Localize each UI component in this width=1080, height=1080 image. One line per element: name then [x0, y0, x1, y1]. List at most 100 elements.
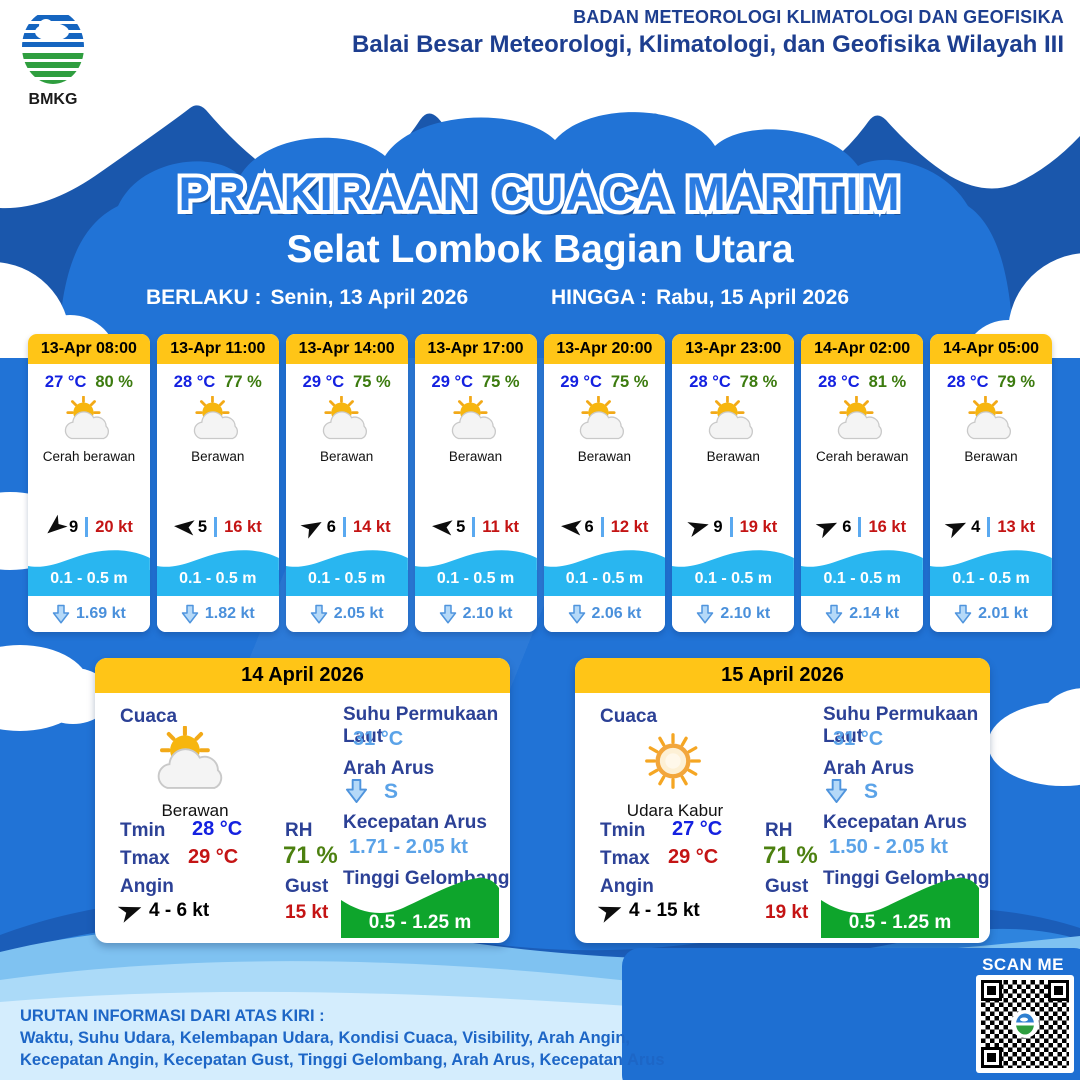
daily-weather-description: Udara Kabur	[626, 801, 724, 820]
weather-description: Berawan	[191, 449, 245, 464]
forecast-time: 13-Apr 11:00	[156, 334, 279, 364]
visibility-value: 5	[197, 517, 208, 536]
wave-height: 0.1 - 0.5 m	[930, 570, 1052, 596]
weather-description: Berawan	[706, 449, 760, 464]
current-row: 2.10 kt	[414, 596, 537, 632]
wind-direction-icon	[687, 515, 711, 539]
current-speed: 2.10 kt	[462, 605, 513, 622]
daily-weather-icon	[627, 726, 719, 796]
current-row: 1.69 kt	[28, 596, 150, 632]
current-direction-row: S	[345, 778, 398, 805]
wave-curve-decoration	[672, 550, 795, 570]
wind-speed: 19 kt	[739, 517, 778, 536]
forecast-time: 13-Apr 08:00	[28, 334, 150, 364]
separator-bar	[342, 517, 346, 537]
current-direction-value: S	[384, 779, 399, 803]
forecast-time: 13-Apr 20:00	[543, 334, 666, 364]
wind-speed: 16 kt	[868, 517, 907, 536]
sea-surface-temp-label: Suhu Permukaan Laut	[343, 704, 499, 747]
current-direction-icon	[345, 779, 368, 803]
wind-row: 4 13 kt	[930, 517, 1052, 539]
agency-name: BADAN METEOROLOGI KLIMATOLOGI DAN GEOFIS…	[573, 7, 1064, 27]
relative-humidity: 75 %	[481, 373, 520, 391]
air-temperature: 29 °C	[560, 373, 602, 391]
current-row: 2.14 kt	[801, 596, 924, 632]
cuaca-label: Cuaca	[120, 706, 178, 727]
daily-date: 15 April 2026	[575, 658, 990, 693]
qr-code	[976, 975, 1074, 1073]
cuaca-label: Cuaca	[600, 706, 658, 727]
current-direction-icon	[439, 604, 456, 623]
forecast-cards-row: 13-Apr 08:00 27 °C 80 % Cerah berawan 9 …	[28, 334, 1052, 632]
footer-info-title: URUTAN INFORMASI DARI ATAS KIRI :	[20, 1007, 325, 1025]
current-direction-icon	[954, 604, 972, 623]
air-temperature: 28 °C	[947, 373, 989, 391]
current-direction-icon	[825, 779, 848, 803]
current-direction-icon	[697, 604, 714, 623]
current-direction-label: Arah Arus	[343, 758, 435, 779]
visibility-value: 4	[971, 517, 981, 536]
current-direction-label: Arah Arus	[823, 758, 915, 779]
wave-height: 0.1 - 0.5 m	[285, 570, 408, 596]
wind-speed: 14 kt	[352, 517, 391, 536]
weather-description: Berawan	[320, 449, 374, 464]
separator-bar	[858, 517, 862, 537]
wind-row: 6 16 kt	[801, 517, 923, 539]
wave-curve-decoration	[414, 550, 537, 570]
qr-finder-icon	[981, 1047, 1002, 1068]
forecast-card: 13-Apr 17:00 29 °C 75 % Berawan 5 11 kt …	[414, 334, 537, 632]
current-direction-row: S	[825, 778, 878, 805]
temp-humidity-row: 29 °C 75 %	[415, 373, 537, 392]
wind-speed: 13 kt	[997, 517, 1035, 536]
wave-curve-decoration	[930, 550, 1052, 570]
forecast-time: 13-Apr 23:00	[672, 334, 795, 364]
weather-icon	[832, 395, 892, 444]
wind-direction-icon	[944, 514, 971, 541]
qr-panel: SCAN ME	[622, 948, 1080, 1080]
separator-bar	[600, 517, 604, 537]
forecast-card: 13-Apr 23:00 28 °C 78 % Berawan 9 19 kt …	[672, 334, 795, 632]
bmkg-logo: BMKG	[20, 5, 90, 114]
temp-humidity-row: 28 °C 78 %	[672, 373, 794, 392]
weather-description: Berawan	[964, 449, 1018, 464]
valid-from: BERLAKU : Senin, 13 April 2026	[146, 286, 468, 310]
wind-speed: 16 kt	[224, 517, 262, 536]
qr-center-logo-icon	[1011, 1010, 1039, 1038]
forecast-time: 13-Apr 14:00	[285, 334, 408, 364]
relative-humidity: 78 %	[739, 373, 778, 391]
air-temperature: 29 °C	[431, 373, 473, 391]
temp-humidity-row: 28 °C 79 %	[930, 373, 1052, 392]
relative-humidity: 75 %	[610, 373, 649, 391]
current-direction-icon	[181, 604, 199, 623]
weather-icon	[317, 395, 377, 444]
weather-icon	[188, 395, 248, 444]
air-temperature: 29 °C	[302, 373, 345, 391]
wave-height: 0.1 - 0.5 m	[414, 570, 537, 596]
wind-row: 9 19 kt	[672, 515, 794, 539]
air-temperature: 28 °C	[173, 373, 216, 391]
daily-weather-description: Berawan	[161, 801, 229, 820]
separator-bar	[729, 517, 733, 537]
air-temperature: 27 °C	[44, 373, 87, 391]
current-direction-icon	[826, 604, 843, 623]
separator-bar	[987, 517, 991, 537]
air-temperature: 28 °C	[818, 373, 860, 391]
footer-info: URUTAN INFORMASI DARI ATAS KIRI : Waktu,…	[20, 1006, 665, 1072]
valid-until: HINGGA : Rabu, 15 April 2026	[551, 286, 849, 310]
weather-icon	[59, 395, 119, 444]
current-speed: 1.82 kt	[204, 605, 255, 622]
weather-icon	[703, 395, 763, 444]
visibility-value: 9	[713, 517, 723, 536]
sea-surface-temp-label: Suhu Permukaan Laut	[823, 704, 979, 747]
agency-header: BADAN METEOROLOGI KLIMATOLOGI DAN GEOFIS…	[352, 7, 1064, 59]
visibility-value: 9	[69, 517, 79, 536]
area-subtitle: Selat Lombok Bagian Utara	[286, 228, 794, 271]
forecast-time: 13-Apr 17:00	[414, 334, 537, 364]
valid-until-label: HINGGA :	[551, 286, 648, 309]
daily-date: 14 April 2026	[95, 658, 510, 693]
weather-description: Cerah berawan	[816, 449, 909, 464]
wind-direction-icon	[431, 516, 453, 538]
page-title: PRAKIRAAN CUACA MARITIM	[178, 166, 901, 221]
current-row: 2.05 kt	[285, 596, 408, 632]
temp-humidity-row: 28 °C 77 %	[157, 373, 279, 392]
